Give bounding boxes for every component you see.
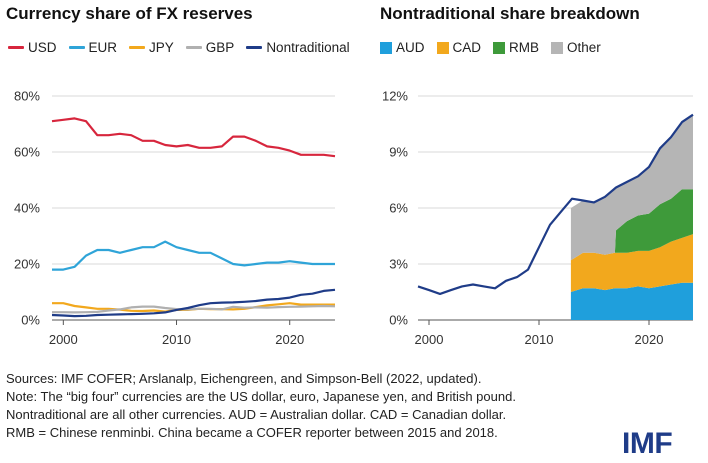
left-plot-lines: [51, 117, 336, 318]
left-y-tick-label: 20%: [14, 257, 40, 272]
legend-jpy-swatch: [129, 46, 146, 49]
legend-nontraditional-swatch: [246, 46, 263, 49]
total-nontraditional-line: [417, 113, 694, 295]
legend-other: Other: [551, 40, 601, 55]
right-x-tick-label: 2010: [525, 332, 554, 347]
series-area-other: [570, 114, 693, 261]
legend-eur-swatch: [68, 46, 85, 49]
right-plot-areas: [417, 113, 694, 320]
left-x-tick-label: 2020: [275, 332, 304, 347]
legend-eur-label: EUR: [88, 40, 118, 55]
legend-nontraditional-label: Nontraditional: [266, 40, 350, 55]
legend-eur: EUR: [68, 40, 118, 55]
left-y-tick-label: 0%: [21, 313, 40, 328]
left-x-tick-label: 2000: [49, 332, 78, 347]
left-y-tick-label: 60%: [14, 145, 40, 160]
note-line-2: Note: The “big four” currencies are the …: [6, 389, 516, 404]
right-y-tick-label: 0%: [389, 313, 408, 328]
left-y-tick-label: 80%: [14, 89, 40, 104]
legend-aud-swatch: [380, 41, 392, 54]
right-y-tick-label: 12%: [382, 89, 408, 104]
left-gridlines: [52, 95, 335, 321]
right-y-tick-label: 3%: [389, 257, 408, 272]
note-line-3: Nontraditional are all other currencies.…: [6, 407, 507, 422]
legend-aud-label: AUD: [396, 40, 425, 55]
legend-cad-swatch: [436, 41, 449, 54]
footer-notes: Sources: IMF COFER; Arslanalp, Eichengre…: [6, 370, 516, 442]
left-chart-title: Currency share of FX reserves: [6, 4, 253, 23]
right-x-tick-label: 2000: [415, 332, 444, 347]
right-chart-title: Nontraditional share breakdown: [380, 4, 640, 23]
series-line-gbp: [52, 304, 336, 314]
series-line-eur: [52, 240, 335, 271]
right-y-tick-label: 6%: [389, 201, 408, 216]
right-axis-labels: 0% 3% 6% 9% 12% 2000 2010 2020: [382, 89, 663, 348]
right-y-tick-label: 9%: [389, 145, 408, 160]
note-line-1: Sources: IMF COFER; Arslanalp, Eichengre…: [6, 371, 482, 386]
note-line-4: RMB = Chinese renminbi. China became a C…: [6, 425, 498, 440]
left-legend: USD EUR JPY GBP Nontraditional: [8, 40, 350, 55]
legend-other-swatch: [551, 41, 564, 54]
left-x-tick-label: 2010: [162, 332, 191, 347]
legend-gbp: GBP: [185, 40, 235, 55]
left-y-tick-label: 40%: [14, 201, 40, 216]
legend-usd-swatch: [8, 46, 24, 49]
series-area-aud: [570, 282, 693, 320]
legend-aud: AUD: [380, 40, 425, 55]
legend-rmb: RMB: [493, 40, 539, 55]
legend-rmb-label: RMB: [509, 40, 540, 55]
legend-gbp-swatch: [185, 46, 202, 49]
charts-canvas: 0% 20% 40% 60% 80% 2000 2010 2020 0% 3% 6% 9% 12% 20…: [14, 89, 694, 348]
legend-cad: CAD: [436, 40, 482, 55]
legend-gbp-label: GBP: [205, 40, 235, 55]
legend-cad-label: CAD: [452, 40, 482, 55]
imf-logo: IMF: [622, 427, 673, 460]
legend-usd-label: USD: [28, 40, 57, 55]
series-line-usd: [51, 117, 336, 158]
series-line-nontraditional: [51, 288, 336, 318]
right-x-tick-label: 2020: [635, 332, 664, 347]
series-area-cad: [570, 234, 693, 292]
left-axis-labels: 0% 20% 40% 60% 80% 2000 2010 2020: [14, 89, 304, 348]
legend-jpy-label: JPY: [149, 40, 174, 55]
legend-jpy: JPY: [129, 40, 174, 55]
legend-usd: USD: [8, 40, 57, 55]
legend-rmb-swatch: [493, 41, 506, 54]
legend-nontraditional: Nontraditional: [246, 40, 350, 55]
right-legend: AUD CAD RMB Other: [380, 40, 601, 55]
series-area-rmb: [570, 189, 693, 261]
legend-other-label: Other: [567, 40, 601, 55]
